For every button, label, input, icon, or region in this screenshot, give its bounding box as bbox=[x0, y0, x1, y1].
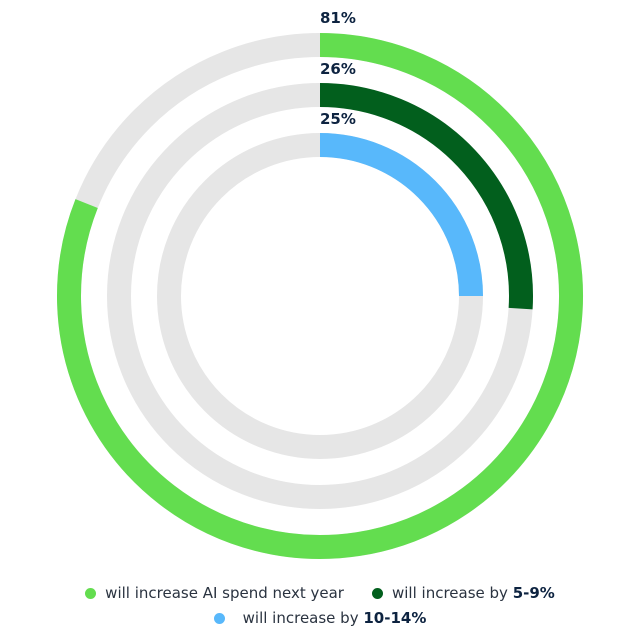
middle-ring-value-arc bbox=[319, 83, 533, 310]
legend-label-bold: 5-9% bbox=[512, 584, 555, 602]
legend-label-bold: 10-14% bbox=[363, 609, 427, 627]
legend-row-2: will increase by 10-14% bbox=[0, 609, 640, 627]
legend-dot-icon bbox=[213, 612, 225, 624]
inner-ring-value-arc bbox=[319, 133, 483, 297]
legend-label: will increase by bbox=[242, 609, 364, 627]
legend-row-1: will increase AI spend next year will in… bbox=[0, 584, 640, 602]
middle-ring-value-label: 26% bbox=[320, 60, 356, 78]
outer-ring-value-label: 81% bbox=[320, 9, 356, 27]
outer-ring-value-arc bbox=[57, 33, 583, 559]
legend-dot-icon bbox=[371, 587, 383, 599]
legend-item-5-9: will increase by 5-9% bbox=[371, 584, 555, 602]
legend-label: will increase AI spend next year bbox=[105, 584, 344, 602]
legend-label: will increase by bbox=[391, 584, 513, 602]
legend-item-10-14: will increase by 10-14% bbox=[213, 609, 427, 627]
inner-ring-value-label: 25% bbox=[320, 110, 356, 128]
legend-dot-icon bbox=[85, 587, 97, 599]
legend-item-ai-spend: will increase AI spend next year bbox=[85, 584, 344, 602]
